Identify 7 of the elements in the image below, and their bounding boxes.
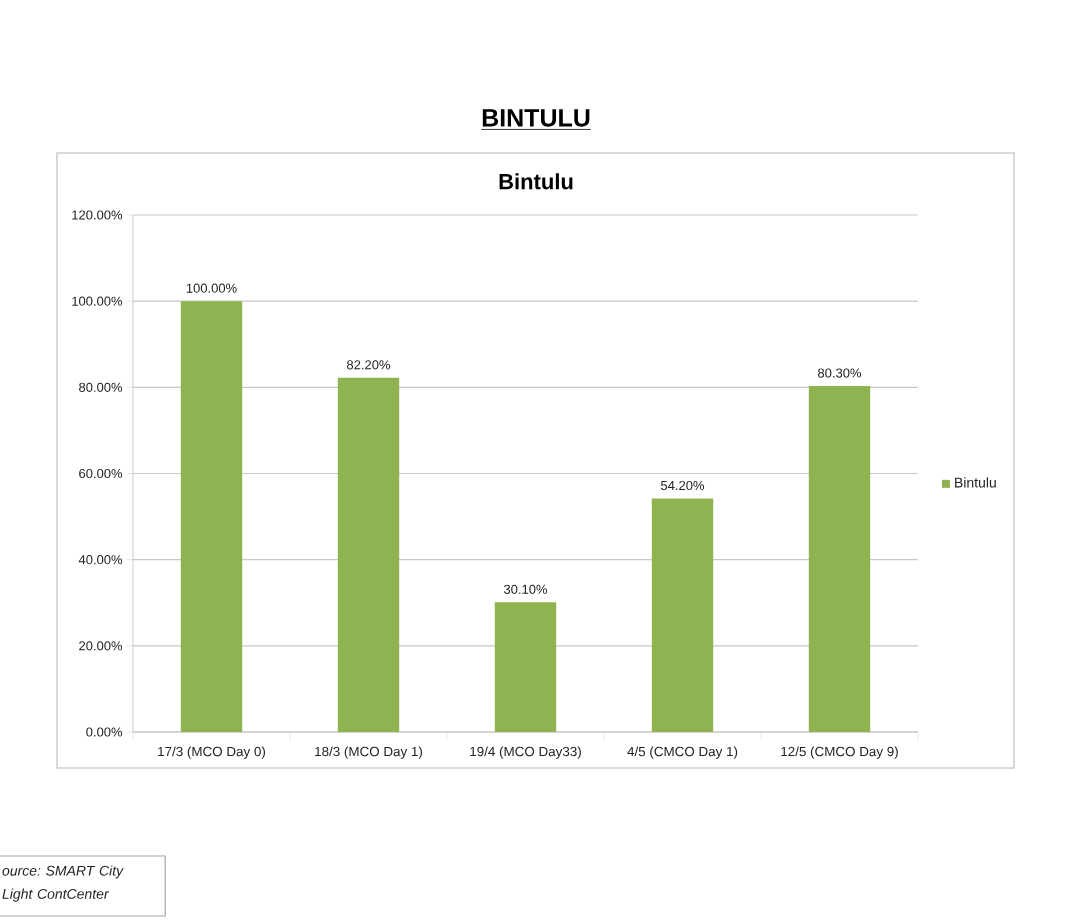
chart-title: BINTULU	[482, 109, 590, 127]
bar	[337, 377, 400, 732]
bar	[180, 301, 243, 732]
bar	[494, 602, 557, 732]
bar	[808, 386, 871, 732]
chart-subtitle: Bintulu	[499, 173, 573, 190]
bar	[651, 498, 714, 732]
